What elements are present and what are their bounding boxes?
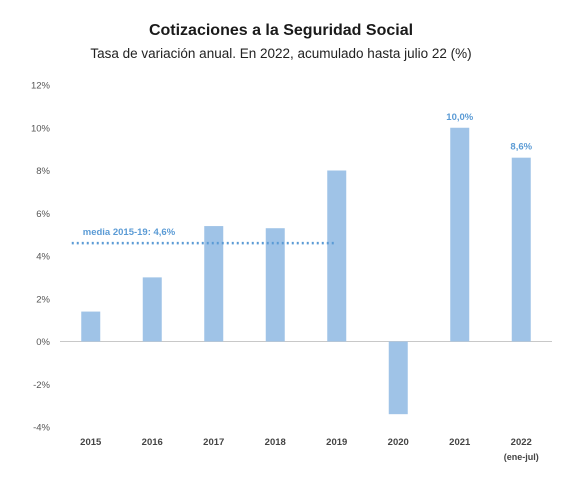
bar-2018	[265, 228, 285, 342]
x-category-label: 2017	[203, 437, 224, 448]
y-tick-label: 0%	[36, 337, 50, 348]
y-tick-label: 12%	[31, 81, 51, 92]
x-category-label: 2019	[326, 437, 347, 448]
bar-2021	[450, 127, 470, 342]
x-axis-categories: 2015 2016 2017 2018 2019 2020 2021 2022 (ene-jul…	[80, 437, 539, 462]
bar-2015	[81, 311, 101, 342]
x-category-label: 2018	[265, 437, 286, 448]
chart-subtitle: Tasa de variación anual. En 2022, acumul…	[90, 46, 472, 61]
bar-2016	[142, 277, 162, 342]
x-category-sublabel: (ene-jul)	[504, 452, 539, 462]
y-tick-label: -2%	[33, 380, 50, 391]
bar-2022	[511, 157, 531, 342]
bar-2019	[327, 170, 347, 342]
x-category-label: 2022	[511, 437, 532, 448]
bars	[81, 127, 531, 415]
y-tick-label: 8%	[36, 166, 50, 177]
reference-line: media 2015-19: 4,6%	[71, 227, 335, 245]
bar-2017	[204, 226, 224, 342]
data-labels: 10,0% 8,6%	[446, 112, 532, 153]
x-category-label: 2015	[80, 437, 102, 448]
y-tick-label: -4%	[33, 423, 50, 434]
y-tick-label: 10%	[31, 123, 51, 134]
bar-2020	[388, 341, 408, 415]
chart-title: Cotizaciones a la Seguridad Social	[148, 22, 414, 39]
y-tick-label: 2%	[36, 294, 50, 305]
data-label: 8,6%	[510, 142, 532, 153]
y-tick-label: 4%	[36, 252, 50, 263]
x-category-label: 2016	[142, 437, 163, 448]
y-tick-label: 6%	[36, 209, 50, 220]
data-label: 10,0%	[446, 112, 473, 123]
y-axis-ticks: -4% -2% 0% 2% 4% 6% 8% 10% 12%	[31, 81, 51, 434]
reference-line-label: media 2015-19: 4,6%	[83, 227, 176, 238]
x-category-label: 2021	[449, 437, 471, 448]
x-category-label: 2020	[388, 437, 409, 448]
